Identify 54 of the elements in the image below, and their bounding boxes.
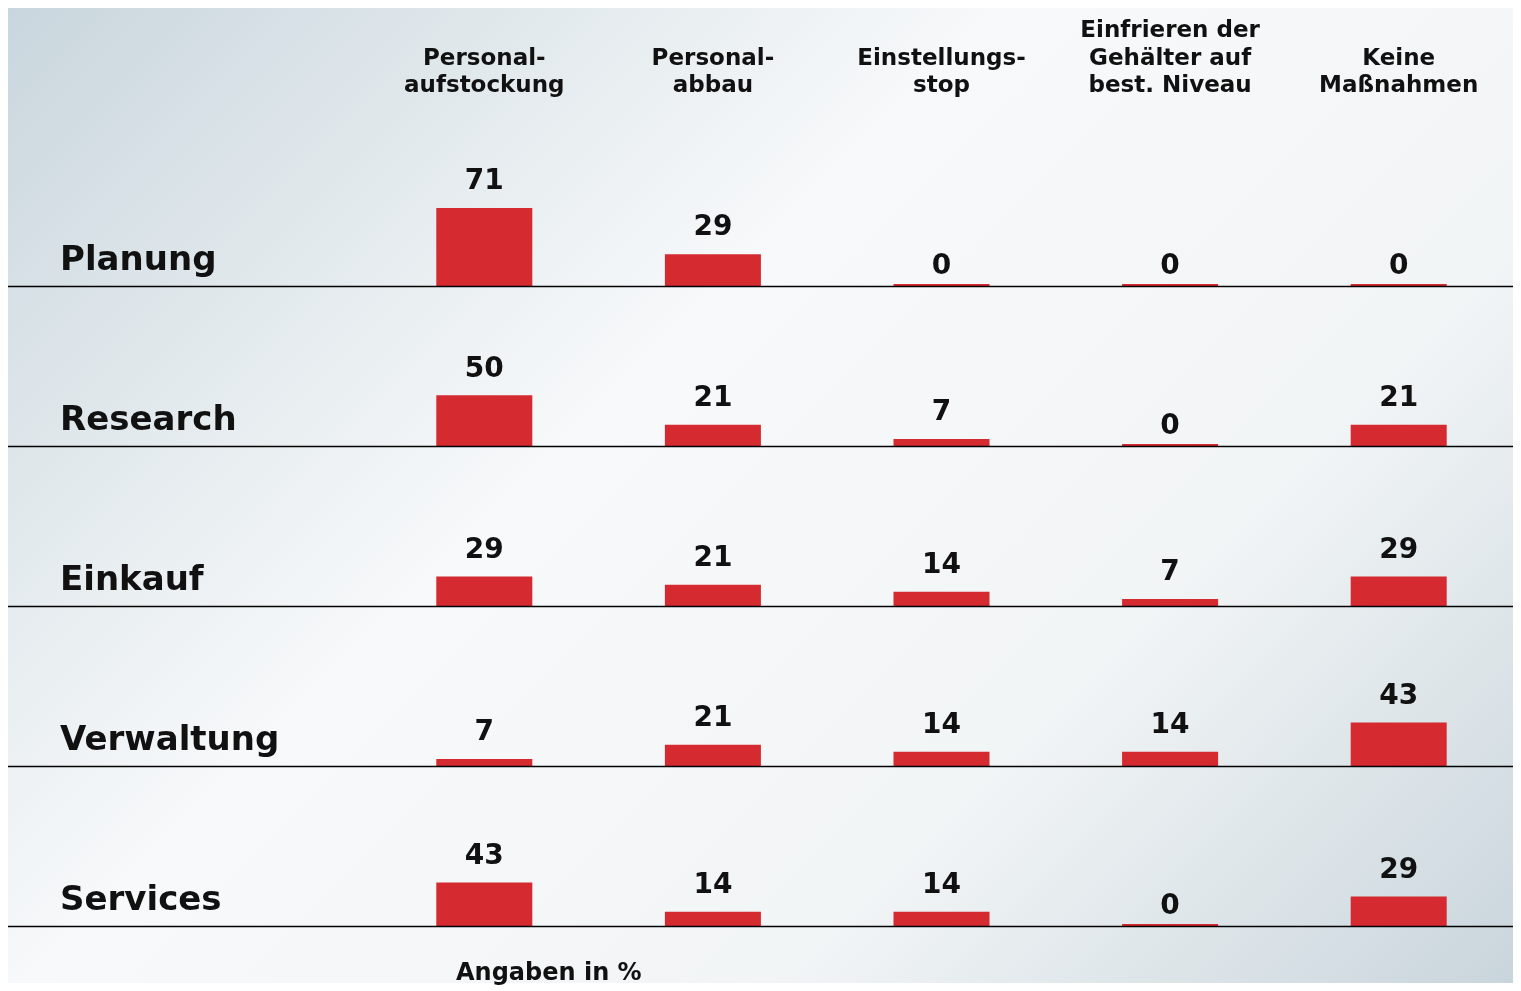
chart-title: Research — [60, 398, 237, 438]
data-label: 0 — [931, 248, 952, 282]
data-label: 21 — [693, 699, 733, 733]
bar — [1350, 576, 1447, 606]
data-label: 21 — [693, 379, 733, 413]
chart-title: Services — [60, 878, 222, 918]
data-label: 0 — [1160, 248, 1180, 282]
data-label: 14 — [922, 547, 961, 581]
data-label: 14 — [1150, 707, 1190, 741]
data-label: 14 — [922, 867, 961, 901]
data-label: 29 — [1379, 851, 1419, 885]
bar — [436, 395, 533, 446]
bar — [664, 744, 761, 766]
data-label: 21 — [1379, 379, 1419, 413]
data-label: 43 — [1379, 677, 1419, 711]
data-label: 50 — [464, 350, 504, 384]
x-tick-label: Einstellungs- stop — [857, 43, 1026, 98]
bar — [1350, 896, 1447, 926]
data-label: 29 — [1379, 531, 1419, 565]
bar — [436, 758, 533, 766]
data-label: 29 — [693, 209, 733, 243]
bar — [1350, 722, 1447, 766]
data-label: 29 — [464, 531, 504, 565]
bar — [893, 911, 990, 926]
bar — [1122, 751, 1219, 766]
bar — [1350, 424, 1447, 446]
bar — [436, 882, 533, 926]
data-label: 43 — [464, 837, 504, 871]
x-tick-label: Keine Maßnahmen — [1319, 43, 1479, 98]
bar — [664, 911, 761, 926]
text: Angaben in % — [456, 958, 642, 986]
data-label: 7 — [931, 394, 952, 428]
data-label: 0 — [1160, 408, 1180, 442]
bar — [893, 438, 990, 446]
x-tick-label: Personal- aufstockung — [404, 43, 565, 98]
chart-title: Einkauf — [60, 558, 204, 598]
bar — [893, 751, 990, 766]
data-label: 21 — [693, 539, 733, 573]
text: Planung — [60, 238, 217, 278]
data-label: 7 — [474, 714, 495, 748]
data-label: 71 — [464, 163, 504, 197]
data-label: 0 — [1160, 888, 1180, 922]
data-label: 14 — [922, 707, 961, 741]
x-tick-label: Personal- abbau — [651, 43, 775, 98]
bar — [436, 576, 533, 606]
bar — [893, 591, 990, 606]
data-label: 14 — [693, 867, 733, 901]
x-tick-label: Einfrieren der Gehälter auf best. Niveau — [1080, 15, 1261, 98]
data-label: 7 — [1160, 554, 1180, 588]
chart-title: Verwaltung — [60, 718, 280, 758]
bar — [664, 584, 761, 606]
bar — [1122, 598, 1219, 606]
bar — [664, 424, 761, 446]
data-label: 0 — [1388, 248, 1409, 282]
